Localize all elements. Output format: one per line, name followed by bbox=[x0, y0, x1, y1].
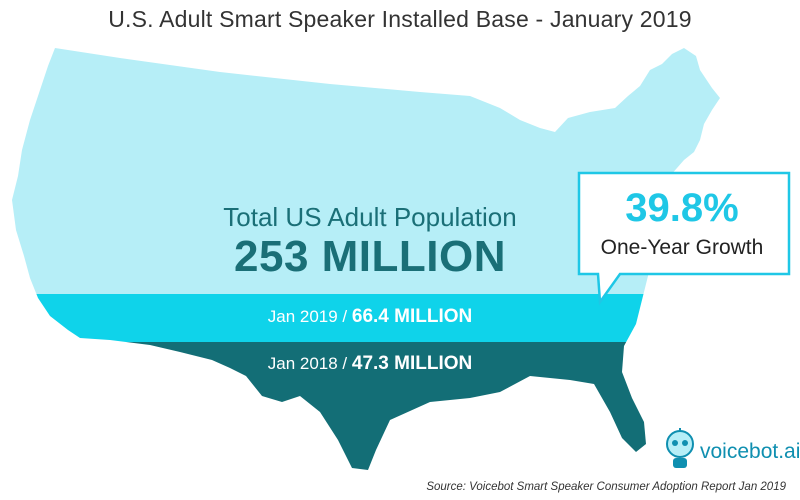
jan-2018-value: 47.3 MILLION bbox=[351, 353, 473, 374]
total-population-value: 253 MILLION bbox=[234, 232, 506, 281]
growth-callout-box bbox=[577, 171, 791, 306]
growth-label: One-Year Growth bbox=[600, 236, 764, 259]
jan-2018-period: Jan 2018 bbox=[267, 354, 338, 373]
growth-value: 39.8% bbox=[625, 186, 739, 230]
jan-2019-period: Jan 2019 bbox=[267, 307, 338, 326]
jan-2019-label: Jan 2019 / 66.4 MILLION bbox=[267, 306, 473, 327]
jan-2018-label: Jan 2018 / 47.3 MILLION bbox=[267, 353, 473, 374]
voicebot-logo-text: voicebot.ai bbox=[700, 440, 800, 464]
logo-suffix: .ai bbox=[778, 440, 800, 463]
voicebot-logo-icon bbox=[666, 428, 694, 468]
source-note: Source: Voicebot Smart Speaker Consumer … bbox=[426, 481, 786, 493]
total-population-label: Total US Adult Population bbox=[223, 202, 517, 232]
chart-title: U.S. Adult Smart Speaker Installed Base … bbox=[108, 6, 692, 32]
logo-word: voicebot bbox=[700, 440, 779, 463]
jan-2019-band bbox=[12, 294, 720, 342]
jan-2019-value: 66.4 MILLION bbox=[351, 306, 473, 327]
